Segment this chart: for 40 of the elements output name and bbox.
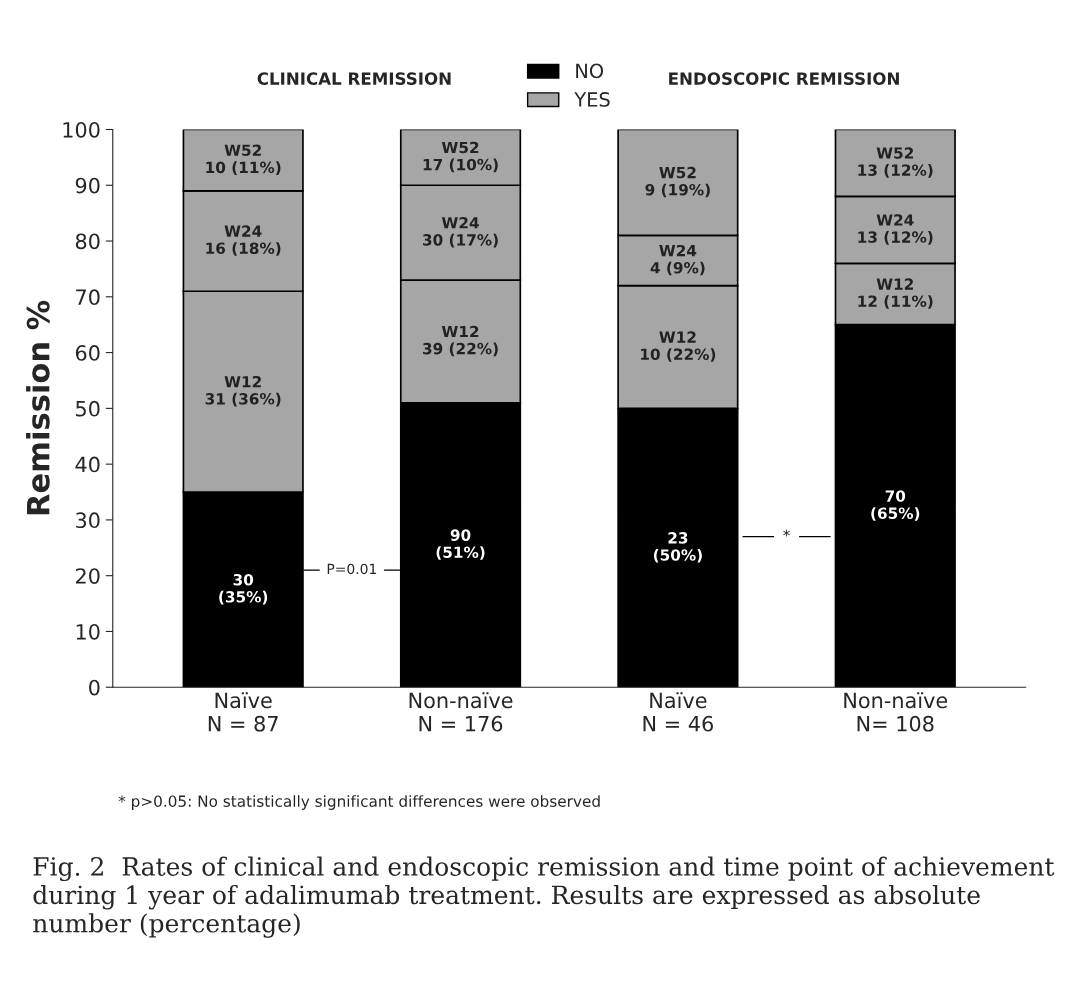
y-tick-label: 30 [76,512,100,529]
y-tick-label: 0 [89,679,100,696]
data-label: W12 12 (11%) [858,278,933,309]
x-tick-label: Naïve N = 46 [643,692,713,732]
data-label: W24 16 (18%) [206,225,281,256]
y-tick-label: 70 [76,289,100,306]
legend-label: NO [576,63,604,79]
data-label: W24 4 (9%) [650,244,705,276]
y-tick-label: 80 [75,233,100,250]
data-label: 90 (51%) [436,529,485,560]
data-label: W24 13 (12%) [858,214,933,245]
text: * p>0.05: No statistically significant differences were observed [118,795,600,810]
legend-label: YES [574,92,610,107]
annotation: * [783,529,790,537]
data-label: W52 17 (10%) [423,141,498,173]
data-label: 23 (50%) [653,532,702,563]
data-label: W52 10 (11%) [206,144,281,175]
text: ENDOSCOPIC REMISSION [669,72,899,85]
y-tick-label: 50 [76,400,100,417]
data-label: W24 30 (17%) [423,216,498,248]
x-tick-label: Non-naïve N = 176 [409,692,513,732]
y-tick-label: 10 [76,623,100,640]
y-tick-label: 100 [63,121,100,138]
data-label: W12 10 (22%) [641,331,716,362]
y-tick-label: 20 [75,568,100,584]
data-label: W12 39 (22%) [423,325,498,357]
caption: Fig. 2 Rates of clinical and endoscopic remission and time point of achievement during 1 year of adalimumab treatment. Results are expressed as absolute number (percentage) [33,856,1055,938]
x-tick-label: Non-naïve N= 108 [844,692,948,732]
y-tick-label: 60 [75,345,100,361]
data-label: W52 13 (12%) [858,147,933,178]
data-label: W52 9 (19%) [645,166,710,198]
data-label: W12 31 (36%) [205,375,281,407]
y-tick-label: 40 [75,456,100,473]
x-tick-label: Naïve N = 87 [208,692,278,732]
text: CLINICAL REMISSION [257,72,451,85]
data-label: 30 (35%) [219,573,268,605]
y-axis-title: Remission % [26,300,50,515]
data-label: 70 (65%) [871,490,920,521]
y-tick-label: 90 [75,177,100,194]
annotation: P=0.01 [327,563,377,575]
